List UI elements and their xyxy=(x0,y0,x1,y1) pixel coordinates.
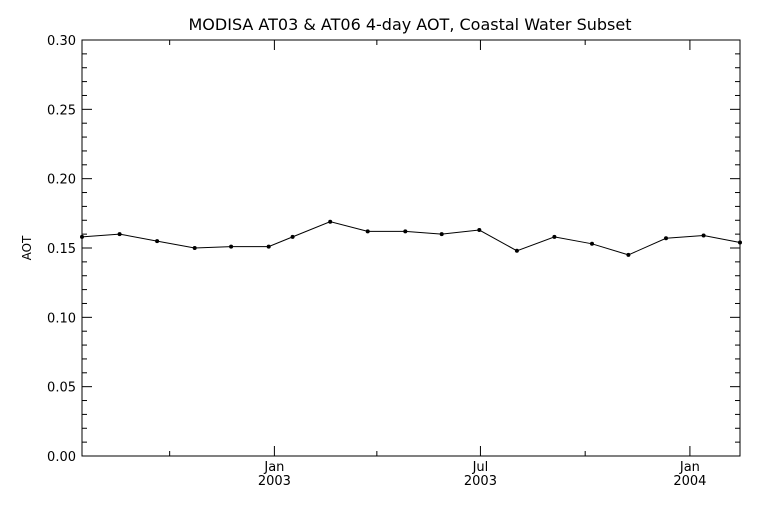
series-group xyxy=(80,219,742,257)
data-point xyxy=(365,229,370,234)
data-point xyxy=(117,232,122,237)
x-tick-year: 2003 xyxy=(464,474,497,489)
y-tick-label: 0.25 xyxy=(47,103,76,118)
data-point xyxy=(266,244,271,249)
data-point xyxy=(701,233,706,238)
data-point xyxy=(80,234,84,239)
data-point xyxy=(328,219,333,224)
data-point xyxy=(514,248,519,253)
y-tick-label: 0.00 xyxy=(47,450,76,465)
y-tick-label: 0.20 xyxy=(47,173,76,188)
x-tick-year: 2003 xyxy=(258,474,291,489)
x-tick-year: 2004 xyxy=(673,474,706,489)
chart-title: MODISA AT03 & AT06 4-day AOT, Coastal Wa… xyxy=(189,15,632,34)
x-tick-month: Jan xyxy=(263,460,284,475)
data-point xyxy=(664,236,668,241)
y-tick-label: 0.10 xyxy=(47,311,76,326)
x-tick-month: Jul xyxy=(472,460,489,475)
data-point xyxy=(477,228,482,232)
data-point xyxy=(229,244,234,249)
data-point xyxy=(626,252,631,257)
y-tick-labels: 0.00 0.05 0.10 0.15 0.20 0.25 0.30 xyxy=(47,34,76,465)
y-tick-label: 0.05 xyxy=(47,381,76,396)
y-axis-label: AOT xyxy=(20,235,34,260)
x-tick-month: Jan xyxy=(679,460,700,475)
data-point xyxy=(738,240,742,245)
plot-frame xyxy=(81,39,741,457)
axis-ticks xyxy=(82,39,740,457)
y-tick-label: 0.30 xyxy=(47,34,76,49)
data-point xyxy=(290,234,295,239)
data-point xyxy=(155,239,160,244)
y-tick-label: 0.15 xyxy=(47,242,76,257)
data-point xyxy=(590,241,594,246)
data-point xyxy=(403,229,408,234)
data-point xyxy=(192,246,197,250)
data-point xyxy=(552,234,557,239)
data-point xyxy=(439,232,444,237)
series-line xyxy=(81,221,741,256)
